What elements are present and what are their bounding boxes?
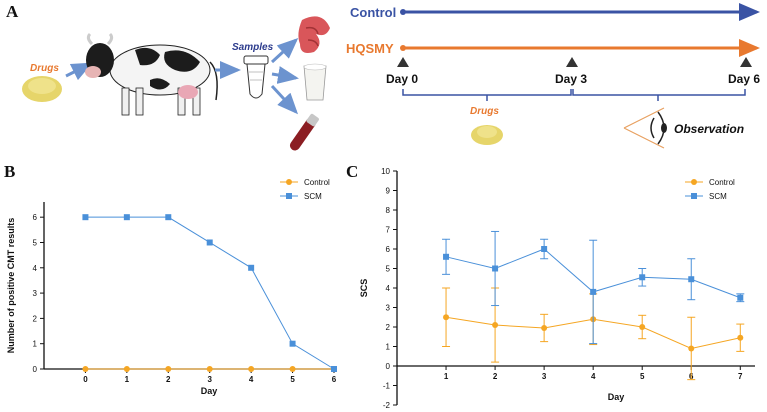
data-point-control <box>541 324 548 331</box>
x-tick-label: 5 <box>640 372 645 381</box>
x-tick-label: 2 <box>166 375 171 384</box>
y-tick-label: 6 <box>386 245 391 254</box>
data-point-scm <box>248 264 255 271</box>
data-point-scm <box>123 214 130 221</box>
panel-label-a: A <box>6 2 19 21</box>
data-point-control <box>206 366 213 372</box>
y-axis-label: Number of positive CMT results <box>6 218 16 354</box>
legend-marker-scm <box>691 193 697 199</box>
x-tick-label: 1 <box>125 375 130 384</box>
panel-a-schematic: Drugs Samples <box>22 3 760 151</box>
control-timeline-label: Control <box>350 5 396 20</box>
data-point-scm <box>331 366 337 372</box>
data-point-control <box>492 322 499 329</box>
x-tick-label: 3 <box>207 375 212 384</box>
data-point-scm <box>82 214 89 221</box>
panel-label-c: C <box>346 162 359 181</box>
legend-label-control: Control <box>304 178 330 187</box>
data-point-scm <box>590 288 597 295</box>
data-point-control <box>443 314 450 321</box>
data-point-control <box>248 366 255 372</box>
data-point-scm <box>492 265 499 272</box>
data-point-scm <box>443 253 450 260</box>
legend-marker-control <box>286 179 292 185</box>
legend-label-control: Control <box>709 178 735 187</box>
data-point-scm <box>289 340 296 347</box>
data-point-control <box>639 324 646 330</box>
x-tick-label: 5 <box>290 375 295 384</box>
y-tick-label: -2 <box>383 401 391 410</box>
data-point-scm <box>688 276 695 283</box>
y-tick-label: 3 <box>386 304 391 313</box>
day6-marker-icon <box>740 57 752 67</box>
data-point-control <box>289 366 296 372</box>
legend-label-scm: SCM <box>304 192 322 201</box>
cow-icon <box>85 32 218 116</box>
legend-marker-control <box>691 179 697 185</box>
y-tick-label: 5 <box>33 238 38 247</box>
legend-marker-scm <box>286 193 292 199</box>
data-point-scm <box>165 214 172 221</box>
y-tick-label: 4 <box>33 264 38 273</box>
drugs-period-bracket <box>402 89 572 101</box>
x-axis-label: Day <box>201 386 218 396</box>
data-point-control <box>737 334 744 341</box>
day6-label: Day 6 <box>728 72 760 86</box>
x-tick-label: 2 <box>493 372 498 381</box>
y-tick-label: 5 <box>386 265 391 274</box>
y-tick-label: 6 <box>33 213 38 222</box>
y-tick-label: 8 <box>386 206 391 215</box>
y-tick-label: 1 <box>33 340 38 349</box>
legend-label-scm: SCM <box>709 192 727 201</box>
data-point-scm <box>639 274 646 281</box>
data-point-control <box>82 366 89 372</box>
drugs-label: Drugs <box>30 63 59 74</box>
observation-label: Observation <box>674 122 744 136</box>
day0-marker-icon <box>397 57 409 67</box>
data-point-control <box>688 345 695 352</box>
data-point-scm <box>737 294 744 301</box>
panel-label-b: B <box>4 162 16 181</box>
chart-b: 0 1 2 3 4 5 6 0 1 2 3 4 5 6 Day Number of positive CMT … <box>6 178 337 396</box>
y-tick-label: 3 <box>33 289 38 298</box>
y-tick-label: 4 <box>386 284 391 293</box>
data-point-control <box>123 366 130 372</box>
y-tick-label: 7 <box>386 226 391 235</box>
drug-powder-icon <box>22 76 62 102</box>
x-tick-label: 4 <box>249 375 254 384</box>
intestine-icon <box>298 16 330 53</box>
x-tick-label: 3 <box>542 372 547 381</box>
data-point-scm <box>206 239 213 246</box>
milk-glass-icon <box>303 63 327 101</box>
drug-powder-small-icon <box>471 125 503 145</box>
observation-period-bracket <box>572 89 746 101</box>
day3-marker-icon <box>566 57 578 67</box>
y-tick-label: 2 <box>386 323 391 332</box>
y-axis-label: SCS <box>359 279 369 298</box>
y-tick-label: 1 <box>386 343 391 352</box>
x-tick-label: 1 <box>444 372 449 381</box>
y-tick-label: 10 <box>381 167 390 176</box>
blood-tube-icon <box>289 113 319 151</box>
y-tick-label: 0 <box>33 365 38 374</box>
x-tick-label: 7 <box>738 372 743 381</box>
y-tick-label: -1 <box>383 382 391 391</box>
samples-label: Samples <box>232 42 274 53</box>
y-tick-label: 9 <box>386 187 391 196</box>
x-axis-label: Day <box>608 392 625 402</box>
day0-label: Day 0 <box>386 72 418 86</box>
y-tick-label: 0 <box>386 362 391 371</box>
drugs-period-label: Drugs <box>470 106 499 117</box>
x-tick-label: 4 <box>591 372 596 381</box>
data-point-scm <box>541 246 548 252</box>
day3-label: Day 3 <box>555 72 587 86</box>
x-tick-label: 6 <box>332 375 337 384</box>
chart-c: -2-10123456789101234567DaySCSControlSCM <box>359 167 755 410</box>
data-point-control <box>165 366 172 372</box>
hqsmy-timeline-label: HQSMY <box>346 41 394 56</box>
sample-tube-icon <box>243 55 269 99</box>
y-tick-label: 2 <box>33 314 38 323</box>
eye-icon <box>623 107 667 149</box>
x-tick-label: 0 <box>83 375 88 384</box>
